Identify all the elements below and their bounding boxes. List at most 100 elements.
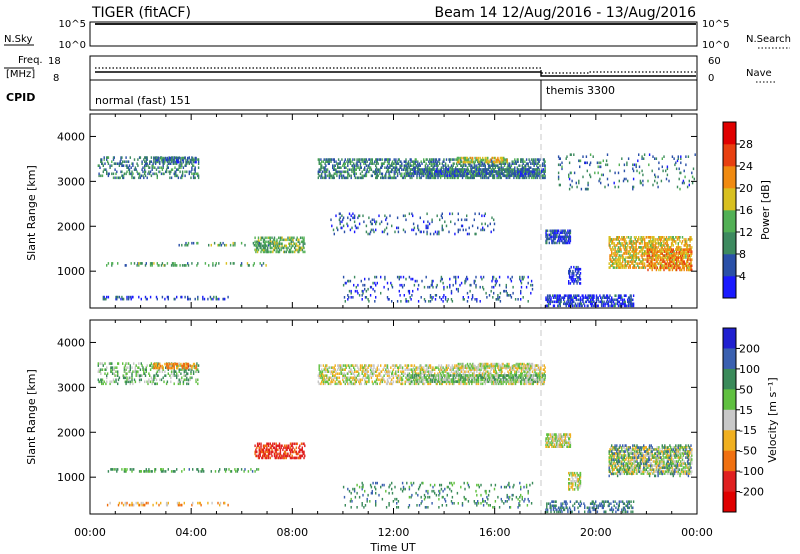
data-cell: [671, 268, 674, 272]
data-cell: [451, 300, 454, 303]
data-cell: [326, 158, 328, 161]
data-cell: [118, 164, 121, 167]
data-cell: [658, 244, 660, 247]
data-cell: [644, 250, 647, 253]
data-cell: [190, 370, 192, 373]
data-cell: [402, 228, 405, 232]
data-cell: [447, 170, 449, 173]
data-cell: [484, 164, 486, 167]
data-cell: [616, 254, 618, 257]
data-cell: [464, 168, 466, 171]
data-cell: [651, 244, 653, 247]
data-cell: [674, 266, 676, 269]
data-cell: [455, 170, 457, 174]
data-cell: [425, 224, 427, 228]
data-cell: [317, 172, 319, 176]
data-cell: [527, 162, 529, 165]
data-cell: [219, 241, 222, 245]
data-cell: [170, 380, 172, 384]
data-cell: [364, 296, 367, 299]
data-cell: [181, 368, 183, 371]
data-cell: [125, 160, 127, 163]
data-cell: [532, 162, 534, 165]
data-cell: [630, 256, 632, 259]
data-cell: [546, 304, 549, 308]
data-cell: [181, 366, 184, 370]
data-cell: [347, 158, 349, 161]
data-cell: [289, 248, 292, 252]
data-cell: [150, 156, 153, 159]
data-cell: [521, 275, 523, 279]
data-cell: [146, 297, 148, 301]
data-cell: [598, 161, 600, 165]
data-cell: [144, 372, 146, 375]
data-cell: [197, 172, 199, 176]
data-cell: [122, 376, 125, 380]
data-cell: [652, 256, 654, 260]
data-cell: [428, 176, 431, 180]
data-cell: [683, 244, 685, 247]
data-cell: [351, 164, 353, 167]
data-cell: [334, 168, 336, 171]
data-cell: [113, 368, 115, 371]
data-cell: [354, 168, 357, 171]
data-cell: [159, 378, 161, 382]
data-cell: [652, 183, 654, 187]
data-cell: [494, 279, 497, 283]
data-cell: [156, 262, 158, 265]
data-cell: [117, 378, 120, 382]
data-cell: [178, 362, 180, 365]
data-cell: [546, 237, 549, 241]
data-cell: [531, 160, 534, 163]
data-cell: [155, 372, 158, 375]
data-cell: [356, 176, 358, 180]
data-cell: [508, 294, 510, 297]
data-cell: [546, 298, 548, 302]
data-cell: [195, 366, 197, 370]
data-cell: [509, 172, 511, 176]
data-cell: [689, 258, 691, 262]
data-cell: [432, 158, 434, 161]
data-cell: [166, 262, 169, 265]
data-cell: [364, 162, 367, 165]
data-cell: [628, 242, 631, 245]
data-cell: [460, 164, 462, 167]
data-cell: [640, 262, 642, 265]
data-cell: [370, 222, 373, 226]
data-cell: [677, 264, 679, 268]
data-cell: [510, 172, 513, 175]
data-cell: [681, 260, 683, 264]
data-cell: [615, 262, 617, 265]
data-cell: [573, 296, 576, 299]
data-cell: [175, 362, 177, 366]
data-cell: [496, 160, 498, 164]
data-cell: [400, 164, 402, 167]
data-cell: [532, 176, 534, 180]
data-cell: [597, 296, 599, 299]
velocity-data: [97, 362, 693, 514]
data-cell: [452, 170, 454, 173]
data-cell: [454, 222, 456, 226]
data-cell: [255, 250, 257, 254]
data-cell: [653, 248, 655, 251]
data-cell: [507, 294, 509, 297]
data-cell: [500, 160, 502, 164]
data-cell: [550, 298, 552, 302]
data-cell: [471, 160, 474, 164]
data-cell: [675, 161, 677, 165]
data-cell: [353, 172, 355, 176]
data-cell: [342, 176, 344, 180]
data-cell: [125, 264, 127, 267]
data-cell: [160, 156, 163, 160]
data-cell: [610, 238, 612, 241]
data-cell: [408, 172, 411, 175]
data-cell: [689, 248, 691, 251]
data-cell: [444, 174, 447, 177]
data-cell: [165, 374, 167, 377]
data-cell: [463, 158, 465, 162]
data-cell: [176, 364, 178, 367]
data-cell: [655, 264, 658, 268]
data-cell: [482, 174, 484, 177]
data-cell: [483, 164, 486, 167]
data-cell: [564, 294, 566, 297]
